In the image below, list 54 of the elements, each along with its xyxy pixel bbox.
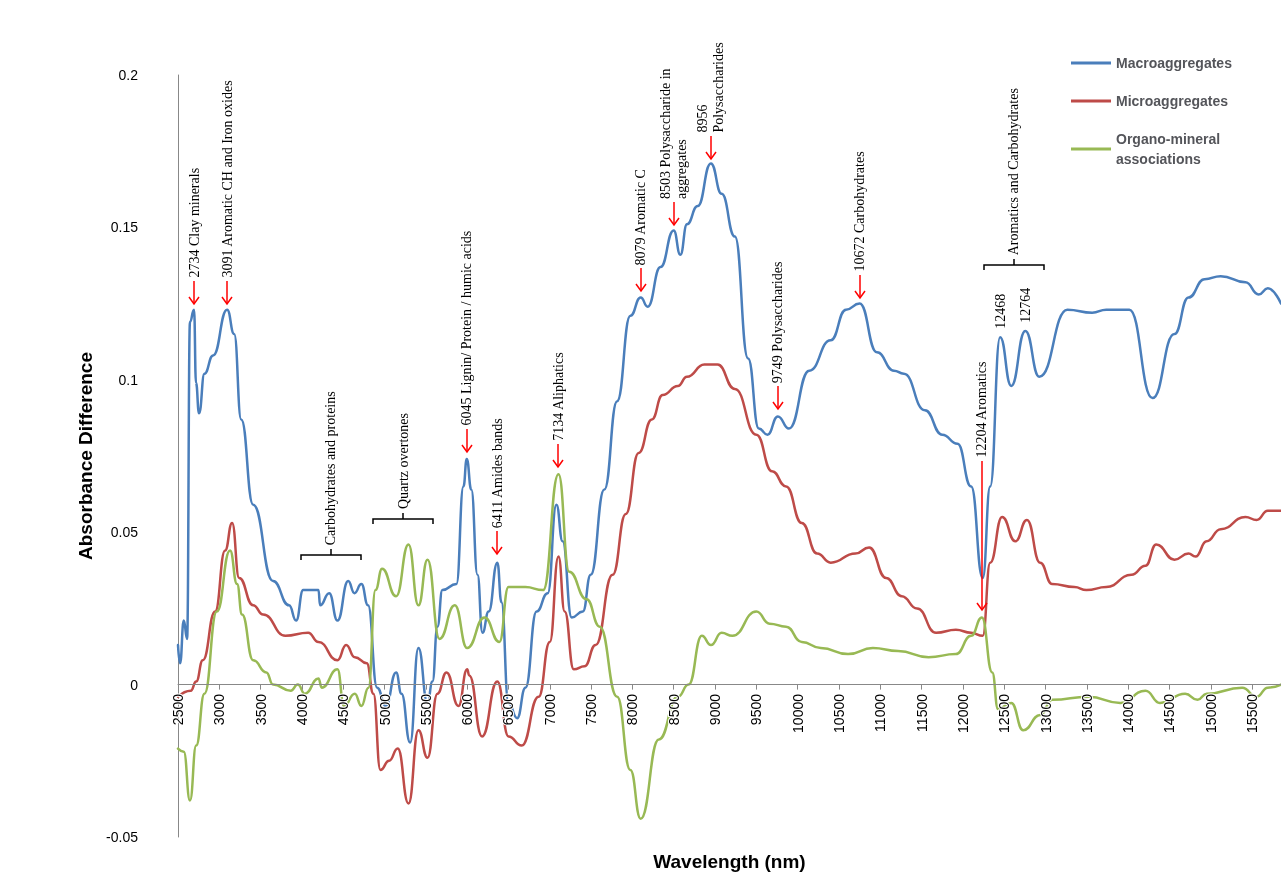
annotation: 3091 Aromatic CH and Iron oxides [219,80,235,278]
annotation: Quartz overtones [395,412,411,510]
y-tick-label: -0.05 [106,829,139,845]
x-tick-label: 13500 [1078,693,1095,733]
y-tick-label: 0 [130,676,139,693]
x-tick-label: 9000 [707,693,724,726]
x-tick-label: 11000 [872,693,889,732]
annotation: Aromatics and Carbohydrates [1006,88,1022,256]
y-tick-label: 0.2 [118,67,139,83]
legend-label: Microaggregates [1116,93,1229,109]
y-tick-label: 0.15 [110,219,139,236]
annotation: 6411 Amides bands [489,418,505,529]
annotation: 8503 Polysaccharide in aggregates [658,64,690,200]
x-tick-label: 9500 [748,693,765,726]
annotation: 9749 Polysaccharides [770,261,786,384]
x-tick-label: 13000 [1037,693,1054,733]
y-axis-title: Absorbance Difference [75,351,97,561]
x-tick-label: 15000 [1202,693,1219,733]
x-tick-label: 6000 [459,693,476,726]
x-tick-label: 10500 [830,693,847,733]
annotation: 8956 Polysaccharides [695,42,727,133]
annotation: 12204 Aromatics [974,361,990,458]
x-tick-label: 14000 [1120,693,1137,733]
y-tick-label: 0.05 [110,524,139,541]
annotation: Carbohydrates and proteins [323,391,339,546]
annotation: 6045 Lignin/ Protein / humic acids [459,230,475,426]
x-tick-label: 5500 [417,693,434,726]
x-axis-title: Wavelength (nm) [653,850,806,872]
x-tick-label: 15500 [1244,693,1261,733]
annotation: 8079 Aromatic C [633,169,649,266]
x-tick-label: 4000 [293,693,310,726]
x-tick-label: 12000 [954,693,971,733]
annotation: 10672 Carbohydrates [852,151,868,272]
x-tick-label: 7500 [583,693,600,726]
x-tick-label: 2500 [170,693,186,726]
x-tick-label: 11500 [913,693,930,732]
annotation: 12468 [992,293,1008,329]
x-tick-label: 12500 [996,693,1013,733]
x-tick-label: 7000 [541,693,558,726]
x-tick-label: 3500 [252,693,269,726]
x-tick-label: 6500 [500,693,517,726]
annotation: 12764 [1017,287,1033,323]
legend-label: Organo-mineral associations [1116,131,1225,167]
y-tick-label: 0.1 [118,371,139,388]
x-tick-label: 8500 [665,693,682,726]
x-tick-label: 14500 [1161,693,1178,733]
x-tick-label: 5000 [376,693,393,726]
annotation: 7134 Aliphatics [550,352,566,441]
legend-label: Macroaggregates [1116,55,1233,71]
annotation: 2734 Clay minerals [186,167,202,278]
x-tick-label: 8000 [624,693,641,726]
x-tick-label: 4500 [335,693,352,726]
x-tick-label: 10000 [789,693,806,733]
x-tick-label: 3000 [211,693,228,726]
